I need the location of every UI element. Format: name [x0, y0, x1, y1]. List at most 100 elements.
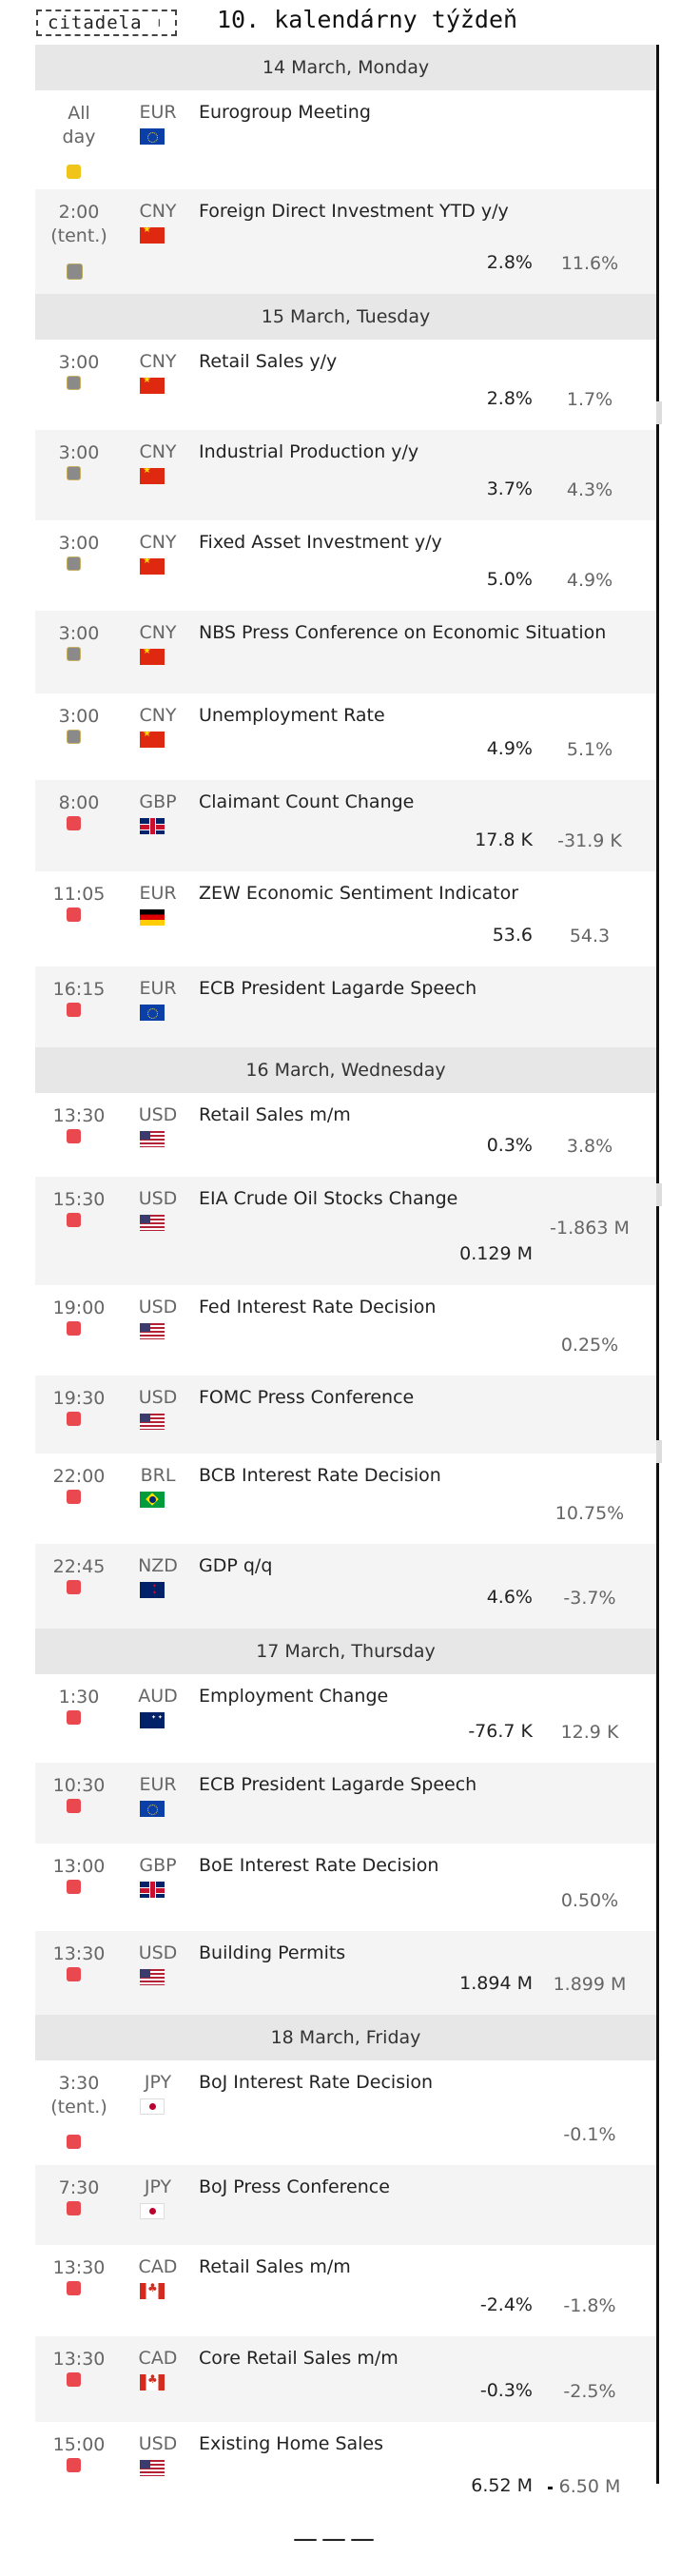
bottom-divider: ——— [293, 2525, 379, 2553]
event-name[interactable]: Retail Sales y/y [199, 351, 338, 372]
importance-icon [67, 1129, 81, 1143]
event-name[interactable]: Unemployment Rate [199, 705, 385, 726]
event-currency: NZD [138, 1555, 178, 1576]
event-name[interactable]: FOMC Press Conference [199, 1387, 415, 1408]
country-flag-icon [140, 1582, 165, 1598]
event-row[interactable]: 10:30 EUR ECB President Lagarde Speech [35, 1763, 656, 1844]
event-name[interactable]: BoJ Press Conference [199, 2176, 390, 2197]
country-flag-icon [140, 818, 165, 834]
event-previous: 10.75% [554, 1503, 625, 1524]
importance-icon [67, 1321, 81, 1336]
event-time: 7:30 [58, 2177, 100, 2198]
importance-icon [67, 2458, 81, 2472]
event-name[interactable]: ZEW Economic Sentiment Indicator [199, 883, 519, 904]
event-row[interactable]: 3:00 CNY Retail Sales y/y 2.8% 1.7% [35, 340, 656, 430]
event-name[interactable]: Fed Interest Rate Decision [199, 1297, 437, 1317]
event-name[interactable]: BoJ Interest Rate Decision [199, 2072, 434, 2093]
event-previous: 4.3% [566, 479, 613, 500]
event-currency: USD [138, 1297, 178, 1317]
event-row[interactable]: 13:00 GBP BoE Interest Rate Decision 0.50% [35, 1844, 656, 1931]
event-row[interactable]: 8:00 GBP Claimant Count Change 17.8 K -31.9 … [35, 780, 656, 871]
event-name[interactable]: ECB President Lagarde Speech [199, 1774, 477, 1795]
citadela-logo[interactable]: citadela ╷ ╵ [36, 10, 177, 36]
event-row[interactable]: 2:00(tent.) CNY Foreign Direct Investment … [35, 189, 656, 294]
event-currency: CNY [139, 201, 177, 222]
event-row[interactable]: 3:00 CNY Fixed Asset Investment y/y 5.0% 4.9… [35, 520, 656, 611]
event-actual: 53.6 [492, 925, 533, 946]
event-time: 3:30 (tent.) [35, 2072, 123, 2119]
logo-text: citadela [48, 12, 143, 33]
event-row[interactable]: 3:00 CNY Industrial Production y/y 3.7% 4.3% [35, 430, 656, 520]
event-name[interactable]: GDP q/q [199, 1555, 273, 1576]
country-flag-icon [140, 2203, 165, 2219]
country-flag-icon [140, 649, 165, 665]
event-name[interactable]: Industrial Production y/y [199, 441, 419, 462]
event-row[interactable]: All day EUR Eurogroup Meeting [35, 90, 656, 189]
event-name[interactable]: Core Retail Sales m/m [199, 2348, 399, 2369]
event-row[interactable]: 13:30 USD Building Permits 1.894 M 1.899 M [35, 1931, 656, 2015]
event-row[interactable]: 7:30 JPY BoJ Press Conference [35, 2165, 656, 2245]
event-row[interactable]: 15:30 USD EIA Crude Oil Stocks Change 0.129… [35, 1177, 656, 1285]
event-previous: 0.50% [560, 1890, 619, 1911]
event-previous: 4.9% [566, 570, 613, 591]
event-actual: 0.3% [486, 1135, 533, 1156]
week-title: 10. kalendárny týždeň [217, 6, 518, 33]
event-name[interactable]: Building Permits [199, 1942, 346, 1963]
country-flag-icon [140, 2374, 165, 2391]
country-flag-icon [140, 128, 165, 145]
event-name[interactable]: ECB President Lagarde Speech [199, 978, 477, 999]
event-name[interactable]: Retail Sales m/m [199, 1104, 351, 1125]
event-time: 3:00 [58, 706, 100, 727]
importance-icon [67, 556, 81, 571]
event-time: All day [35, 102, 123, 149]
country-flag-icon [140, 227, 165, 244]
importance-icon [67, 1490, 81, 1504]
event-row[interactable]: 22:00 BRL BCB Interest Rate Decision 10.75% [35, 1454, 656, 1544]
importance-icon [67, 1003, 81, 1017]
importance-icon [67, 730, 81, 744]
event-name[interactable]: Claimant Count Change [199, 791, 415, 812]
event-row[interactable]: 3:00 CNY Unemployment Rate 4.9% 5.1% [35, 693, 656, 780]
event-name[interactable]: EIA Crude Oil Stocks Change [199, 1188, 458, 1209]
event-row[interactable]: 13:30 CAD Retail Sales m/m -2.4% -1.8% [35, 2245, 656, 2336]
event-name[interactable]: BoE Interest Rate Decision [199, 1855, 439, 1876]
country-flag-icon [140, 1882, 165, 1898]
event-row[interactable]: 3:00 CNY NBS Press Conference on Economic … [35, 611, 656, 693]
event-time: 3:00 [58, 442, 100, 463]
event-row[interactable]: 22:45 NZD GDP q/q 4.6% -3.7% [35, 1544, 656, 1629]
event-time: 22:45 [52, 1556, 106, 1577]
event-name[interactable]: Existing Home Sales [199, 2433, 384, 2454]
event-actual: 1.894 M [459, 1973, 533, 1994]
event-row[interactable]: 19:00 USD Fed Interest Rate Decision 0.25% [35, 1285, 656, 1376]
event-name[interactable]: BCB Interest Rate Decision [199, 1465, 441, 1486]
event-name[interactable]: Employment Change [199, 1686, 389, 1707]
event-previous: 6.50 M [558, 2476, 621, 2497]
event-row[interactable]: 3:30 (tent.) JPY BoJ Interest Rate Decision… [35, 2060, 656, 2165]
event-currency: USD [138, 1942, 178, 1963]
top-bar: citadela ╷ ╵ 10. kalendárny týždeň [0, 0, 700, 46]
event-row[interactable]: 11:05 EUR ZEW Economic Sentiment Indicator… [35, 871, 656, 966]
event-row[interactable]: 1:30 AUD Employment Change -76.7 K 12.9 K [35, 1674, 656, 1763]
scrollbar-marker [656, 1440, 662, 1463]
event-row[interactable]: 16:15 EUR ECB President Lagarde Speech [35, 966, 656, 1047]
event-time-line: 2:00 [58, 202, 100, 223]
event-currency: USD [138, 1104, 178, 1125]
event-name[interactable]: Fixed Asset Investment y/y [199, 532, 442, 553]
event-currency: BRL [140, 1465, 176, 1486]
event-time: 3:00 [58, 623, 100, 644]
event-name[interactable]: NBS Press Conference on Economic Situati… [199, 622, 607, 643]
event-row[interactable]: 15:00 USD Existing Home Sales 6.52 M 6.50 M [35, 2422, 656, 2517]
event-name[interactable]: Retail Sales m/m [199, 2256, 351, 2277]
event-actual: 6.52 M [471, 2475, 533, 2496]
event-name[interactable]: Eurogroup Meeting [199, 102, 371, 123]
event-row[interactable]: 13:30 CAD Core Retail Sales m/m -0.3% -2.5% [35, 2336, 656, 2422]
scrollbar-marker [656, 1183, 662, 1206]
country-flag-icon [140, 1215, 165, 1231]
event-name[interactable]: Foreign Direct Investment YTD y/y [199, 201, 509, 222]
event-row[interactable]: 13:30 USD Retail Sales m/m 0.3% 3.8% [35, 1093, 656, 1177]
event-row[interactable]: 19:30 USD FOMC Press Conference [35, 1376, 656, 1454]
importance-icon [67, 647, 81, 661]
event-time-line: 3:30 [58, 2073, 100, 2094]
importance-icon [67, 1880, 81, 1894]
economic-calendar: 14 March, Monday All day EUR Eurogroup Meeti… [35, 45, 656, 2517]
